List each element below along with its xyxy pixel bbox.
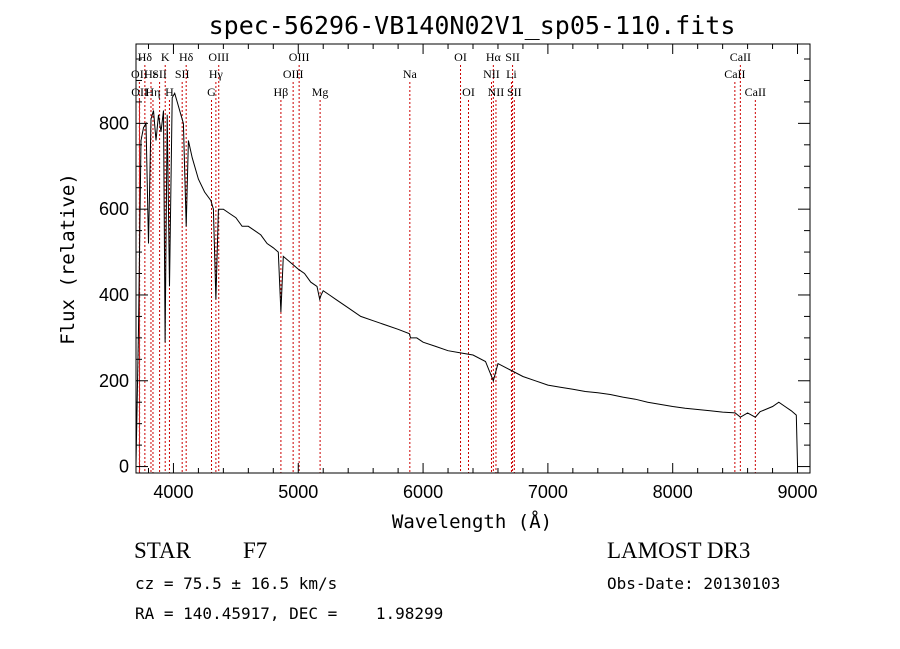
spectral-line-label: G [207,85,216,99]
spectral-line-label: CaII [730,50,751,64]
spectral-line-label: OI [462,85,475,99]
y-axis-ticks: 0 200 400 600 800 [99,58,810,477]
spectral-line-label: NII [483,67,500,81]
spectral-line-label: Hγ [209,67,224,81]
spectral-line-markers [138,65,756,473]
spectral-line-label: NII [488,85,505,99]
x-tick-label: 6000 [403,482,443,502]
spectrum-series-line [135,92,798,465]
x-tick-label: 8000 [653,482,693,502]
coordinates-text: RA = 140.45917, DEC = 1.98299 [135,604,444,623]
spectral-line-label: OII [131,67,148,81]
plot-frame [135,43,811,474]
spectral-line-label: Hδ [138,50,153,64]
spectral-line-label: Hε [144,67,158,81]
object-class: STAR [134,538,191,563]
spectral-line-label: Hδ [179,50,194,64]
spectral-line-label: SII [152,67,167,81]
spectral-line-label: Na [403,67,418,81]
redshift-text: cz = 75.5 ± 16.5 km/s [135,574,338,593]
x-axis-label: Wavelength (Å) [392,510,552,533]
spectral-line-label: Hβ [274,85,289,99]
spectral-line-label: OIII [208,50,229,64]
y-axis-label: Flux (relative) [57,173,79,345]
spectral-line-label: H [165,85,174,99]
x-axis-ticks: 4000 5000 6000 7000 8000 9000 [147,44,818,502]
y-tick-label: 600 [99,199,129,219]
spectral-line-label: OIII [289,50,310,64]
spectral-line-label: Hη [145,85,160,99]
obs-date-text: Obs-Date: 20130103 [607,574,781,593]
survey-name: LAMOST DR3 [607,538,751,563]
spectral-line-label: K [161,50,170,64]
spectral-line-label: CaII [724,67,745,81]
spectral-line-label: CaII [745,85,766,99]
spectral-line-label: SII [175,67,190,81]
y-tick-label: 400 [99,285,129,305]
x-tick-label: 7000 [528,482,568,502]
chart-title: spec-56296-VB140N02V1_sp05-110.fits [209,11,736,40]
spectral-line-label: OI [454,50,467,64]
spectral-line-label: SII [505,50,520,64]
x-tick-label: 5000 [278,482,318,502]
y-tick-label: 200 [99,371,129,391]
spectral-line-label: OII [131,85,148,99]
x-tick-label: 9000 [777,482,817,502]
x-tick-label: 4000 [153,482,193,502]
y-tick-label: 800 [99,113,129,133]
spectral-line-label: Li [506,67,517,81]
spectral-line-label: OIII [283,67,304,81]
spectral-line-label: SII [507,85,522,99]
y-tick-label: 0 [119,457,129,477]
spectral-line-label: Mg [312,85,329,99]
spectral-line-label: Hα [486,50,502,64]
object-subclass: F7 [243,538,268,563]
